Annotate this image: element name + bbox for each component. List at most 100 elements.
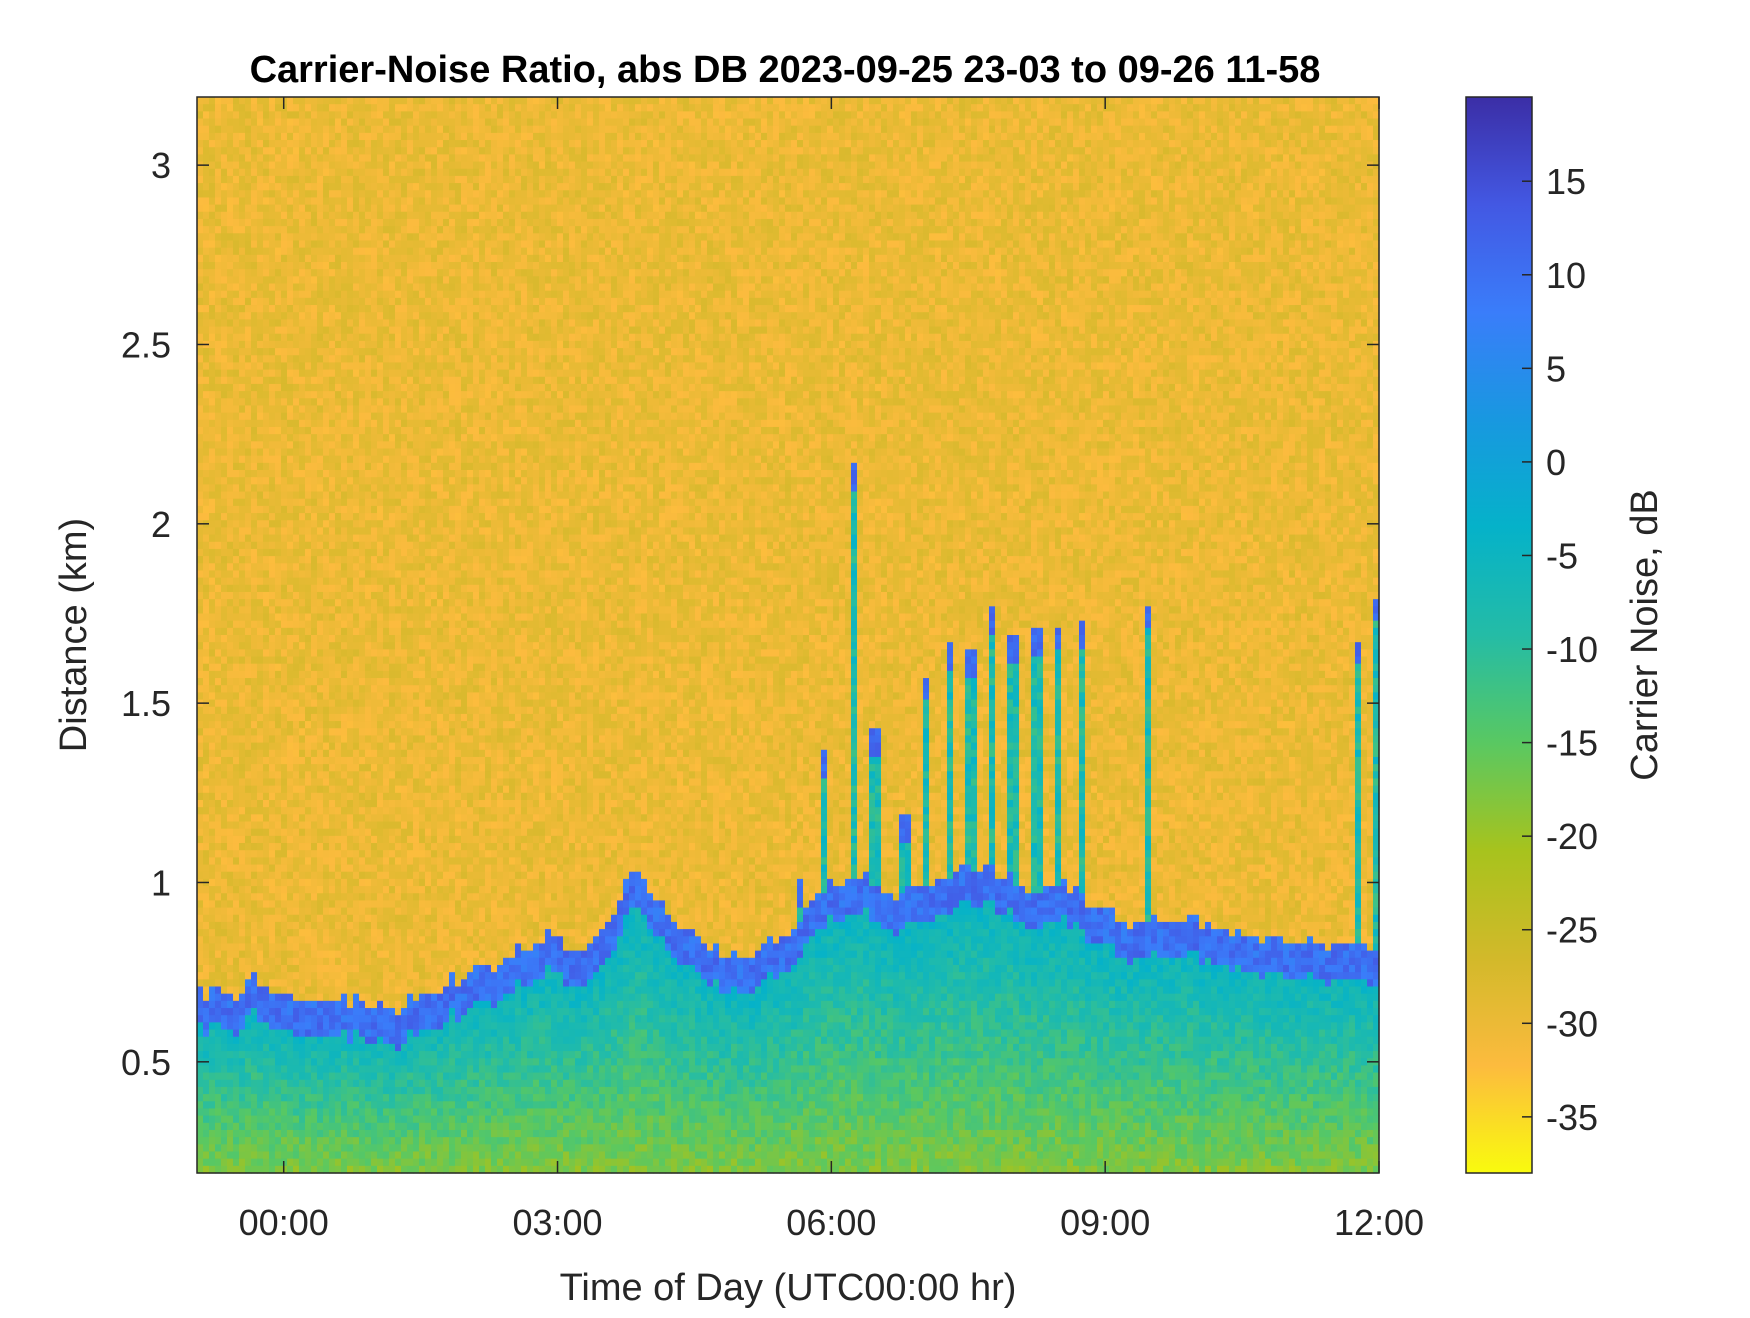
heatmap-cell (239, 1037, 246, 1045)
heatmap-cell (215, 585, 222, 593)
heatmap-cell (257, 771, 264, 779)
heatmap-cell (293, 822, 300, 830)
heatmap-cell (317, 657, 324, 665)
heatmap-cell (281, 879, 288, 887)
heatmap-cell (275, 635, 282, 643)
heatmap-cell (269, 986, 276, 994)
heatmap-cell (287, 922, 294, 930)
heatmap-cell (281, 133, 288, 141)
heatmap-cell (203, 1030, 210, 1038)
heatmap-cell (215, 1008, 222, 1016)
heatmap-cell (275, 606, 282, 614)
heatmap-cell (281, 427, 288, 435)
heatmap-cell (335, 334, 342, 342)
heatmap-cell (293, 786, 300, 794)
heatmap-cell (251, 585, 258, 593)
heatmap-cell (329, 857, 336, 865)
heatmap-cell (221, 1044, 228, 1052)
heatmap-cell (245, 291, 252, 299)
heatmap-cell (245, 879, 252, 887)
heatmap-cell (335, 764, 342, 772)
heatmap-cell (221, 793, 228, 801)
heatmap-cell (323, 585, 330, 593)
heatmap-cell (311, 836, 318, 844)
heatmap-cell (203, 778, 210, 786)
heatmap-cell (221, 126, 228, 134)
heatmap-cell (257, 628, 264, 636)
heatmap-cell (293, 556, 300, 564)
heatmap-cell (263, 197, 270, 205)
heatmap-cell (245, 262, 252, 270)
heatmap-cell (209, 843, 216, 851)
heatmap-cell (275, 542, 282, 550)
heatmap-cell (335, 190, 342, 198)
heatmap-cell (269, 470, 276, 478)
heatmap-cell (215, 657, 222, 665)
heatmap-cell (275, 362, 282, 370)
heatmap-cell (269, 219, 276, 227)
heatmap-cell (227, 140, 234, 148)
heatmap-cell (221, 857, 228, 865)
heatmap-cell (281, 341, 288, 349)
heatmap-cell (245, 685, 252, 693)
heatmap-cell (275, 212, 282, 220)
heatmap-cell (251, 484, 258, 492)
heatmap-cell (293, 140, 300, 148)
heatmap-cell (287, 814, 294, 822)
heatmap-cell (347, 807, 354, 815)
heatmap-cell (203, 1108, 210, 1116)
heatmap-cell (257, 886, 264, 894)
heatmap-cell (347, 628, 354, 636)
heatmap-cell (323, 1008, 330, 1016)
heatmap-cell (269, 922, 276, 930)
heatmap-cell (245, 119, 252, 127)
heatmap-cell (281, 284, 288, 292)
heatmap-cell (275, 190, 282, 198)
heatmap-cell (353, 492, 360, 500)
heatmap-cell (245, 1073, 252, 1081)
heatmap-cell (209, 951, 216, 959)
heatmap-cell (257, 735, 264, 743)
heatmap-cell (263, 348, 270, 356)
heatmap-cell (323, 190, 330, 198)
heatmap-cell (251, 499, 258, 507)
heatmap-cell (245, 212, 252, 220)
heatmap-cell (221, 814, 228, 822)
heatmap-cell (263, 262, 270, 270)
heatmap-cell (203, 1123, 210, 1131)
heatmap-cell (257, 563, 264, 571)
heatmap-cell (335, 456, 342, 464)
heatmap-cell (251, 126, 258, 134)
heatmap-cell (263, 413, 270, 421)
heatmap-cell (233, 943, 240, 951)
heatmap-cell (227, 341, 234, 349)
heatmap-cell (263, 700, 270, 708)
heatmap-cell (317, 291, 324, 299)
heatmap-cell (299, 664, 306, 672)
heatmap-cell (347, 233, 354, 241)
heatmap-cell (341, 276, 348, 284)
heatmap-cell (317, 578, 324, 586)
heatmap-cell (299, 958, 306, 966)
heatmap-cell (215, 800, 222, 808)
heatmap-cell (227, 570, 234, 578)
heatmap-cell (263, 463, 270, 471)
heatmap-cell (245, 872, 252, 880)
heatmap-cell (287, 635, 294, 643)
heatmap-cell (215, 169, 222, 177)
heatmap-cell (197, 1037, 204, 1045)
heatmap-cell (329, 535, 336, 543)
heatmap-cell (233, 1159, 240, 1167)
heatmap-cell (239, 1116, 246, 1124)
heatmap-cell (305, 240, 312, 248)
heatmap-cell (323, 778, 330, 786)
heatmap-cell (275, 97, 282, 105)
heatmap-cell (335, 233, 342, 241)
heatmap-cell (251, 850, 258, 858)
heatmap-cell (287, 628, 294, 636)
heatmap-cell (335, 707, 342, 715)
heatmap-cell (341, 857, 348, 865)
heatmap-cell (305, 1015, 312, 1023)
heatmap-cell (335, 886, 342, 894)
heatmap-cell (347, 391, 354, 399)
